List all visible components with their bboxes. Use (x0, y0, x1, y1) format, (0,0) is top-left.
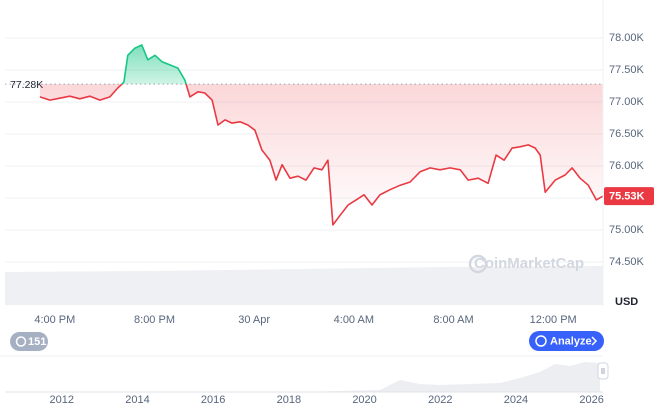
badge[interactable]: 151 (10, 332, 48, 351)
y-tick-label: 75.00K (609, 224, 645, 236)
watermark-logo (468, 254, 488, 274)
badge-text: 151 (28, 336, 46, 348)
navigator-tick-label: 2020 (352, 394, 376, 406)
x-tick-label: 12:00 PM (530, 314, 577, 326)
button-icon (535, 335, 547, 347)
price-tag (604, 187, 654, 206)
navigator-tick-label: 2022 (428, 394, 452, 406)
navigator-tick-label: 2018 (277, 394, 301, 406)
price-line-up (120, 44, 187, 85)
analyze-button[interactable]: Analyze (529, 331, 604, 351)
navigator-tick-label: 2014 (125, 394, 149, 406)
navigator-tick-label: 2026 (579, 394, 603, 406)
navigator-tick-label: 2012 (50, 394, 74, 406)
y-tick-label: 76.50K (609, 128, 645, 140)
navigator-tick-label: 2024 (504, 394, 528, 406)
y-tick-label: 78.00K (609, 32, 645, 44)
watermark: CoinMarketCap (474, 255, 584, 272)
button-text: Analyze (550, 335, 592, 347)
y-tick-label: 77.00K (609, 96, 645, 108)
y-tick-label: 74.50K (609, 256, 645, 268)
baseline-label: 77.28K (10, 79, 43, 91)
x-tick-label: 8:00 PM (134, 314, 175, 326)
button-bg (529, 331, 604, 351)
volume-band (5, 266, 603, 305)
button-chevron (591, 336, 598, 346)
navigator-tick-label: 2016 (201, 394, 225, 406)
area-down (39, 84, 603, 225)
x-tick-label: 8:00 AM (433, 314, 473, 326)
y-tick-label: 76.00K (609, 160, 645, 172)
badge-icon (15, 336, 27, 347)
x-tick-label: 4:00 AM (334, 314, 374, 326)
price-tag-label: 75.53K (609, 190, 645, 202)
navigator-area (300, 362, 600, 392)
x-tick-label: 4:00 PM (34, 314, 75, 326)
y-tick-label: 77.50K (609, 64, 645, 76)
x-tick-label: 30 Apr (238, 314, 270, 326)
navigator-handle[interactable] (597, 362, 609, 380)
price-line-down (39, 84, 604, 226)
unit-label: USD (615, 296, 638, 308)
